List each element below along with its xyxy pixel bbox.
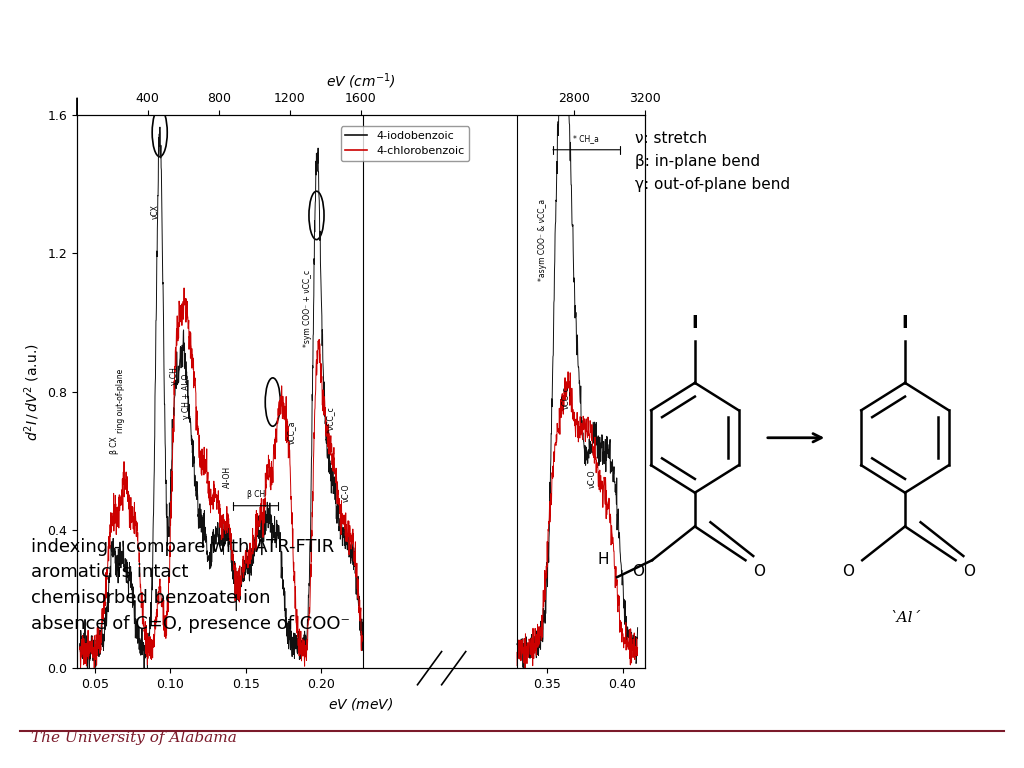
4-iodobenzoic [170,379,182,388]
X-axis label: $eV$ (meV): $eV$ (meV) [329,697,393,713]
Text: I: I [691,314,698,332]
Text: νC-O: νC-O [588,470,597,488]
4-iodobenzoic [112,564,124,573]
Text: β CX: β CX [110,436,119,454]
Text: H: H [598,551,609,567]
4-chlorobenzoic [75,664,87,673]
4-iodobenzoic [229,589,242,598]
Text: * CH_a: * CH_a [573,134,599,143]
4-chlorobenzoic [197,465,209,475]
Y-axis label: $d^2I\,/\,dV^2$ (a.u.): $d^2I\,/\,dV^2$ (a.u.) [22,343,42,441]
Text: *νCC_c: *νCC_c [326,406,335,433]
4-iodobenzoic [154,122,166,131]
Text: ring out-of-plane: ring out-of-plane [116,369,125,433]
4-chlorobenzoic [112,502,124,511]
Text: I: I [902,314,908,332]
Legend: 4-iodobenzoic, 4-chlorobenzoic: 4-iodobenzoic, 4-chlorobenzoic [341,126,469,161]
Text: `Al´: `Al´ [890,611,921,625]
4-chlorobenzoic [357,636,370,645]
Text: Al-OH: Al-OH [223,466,232,488]
4-iodobenzoic [357,631,370,640]
X-axis label: $eV$ (cm$^{-1}$): $eV$ (cm$^{-1}$) [326,72,396,91]
4-chlorobenzoic [122,497,134,506]
Text: *sym COO⁻ + νCC_c: *sym COO⁻ + νCC_c [303,270,312,347]
4-chlorobenzoic [223,520,236,529]
Line: 4-iodobenzoic: 4-iodobenzoic [80,127,364,668]
Text: νCC_a: νCC_a [287,420,295,444]
4-chlorobenzoic [169,343,181,352]
Text: O: O [632,564,644,580]
4-chlorobenzoic [229,596,242,605]
4-iodobenzoic [74,644,86,654]
Text: ν: stretch
β: in-plane bend
γ: out-of-plane bend: ν: stretch β: in-plane bend γ: out-of-pl… [635,131,790,192]
4-iodobenzoic [197,513,209,522]
Text: νC-O: νC-O [342,484,351,502]
Text: νCC_c: νCC_c [561,386,569,409]
4-iodobenzoic [122,565,134,574]
4-iodobenzoic [138,664,151,673]
Text: O: O [843,564,854,580]
4-chlorobenzoic [74,645,86,654]
Text: νCX: νCX [151,204,160,219]
Text: *asym COO⁻ & νCC_a: *asym COO⁻ & νCC_a [538,199,547,281]
Text: γ CH: γ CH [170,367,179,385]
Text: The University of Alabama: The University of Alabama [31,731,237,745]
Text: β CH: β CH [247,490,265,499]
Text: O: O [754,564,765,580]
Text: indexing - compare with ATR-FTIR
aromatic is intact
chemisorbed benzoate ion
abs: indexing - compare with ATR-FTIR aromati… [31,538,350,633]
4-iodobenzoic [223,534,236,543]
Text: O: O [964,564,976,580]
Line: 4-chlorobenzoic: 4-chlorobenzoic [80,288,364,668]
Text: γ CH + Al-O: γ CH + Al-O [182,374,191,419]
4-chlorobenzoic [178,283,190,293]
